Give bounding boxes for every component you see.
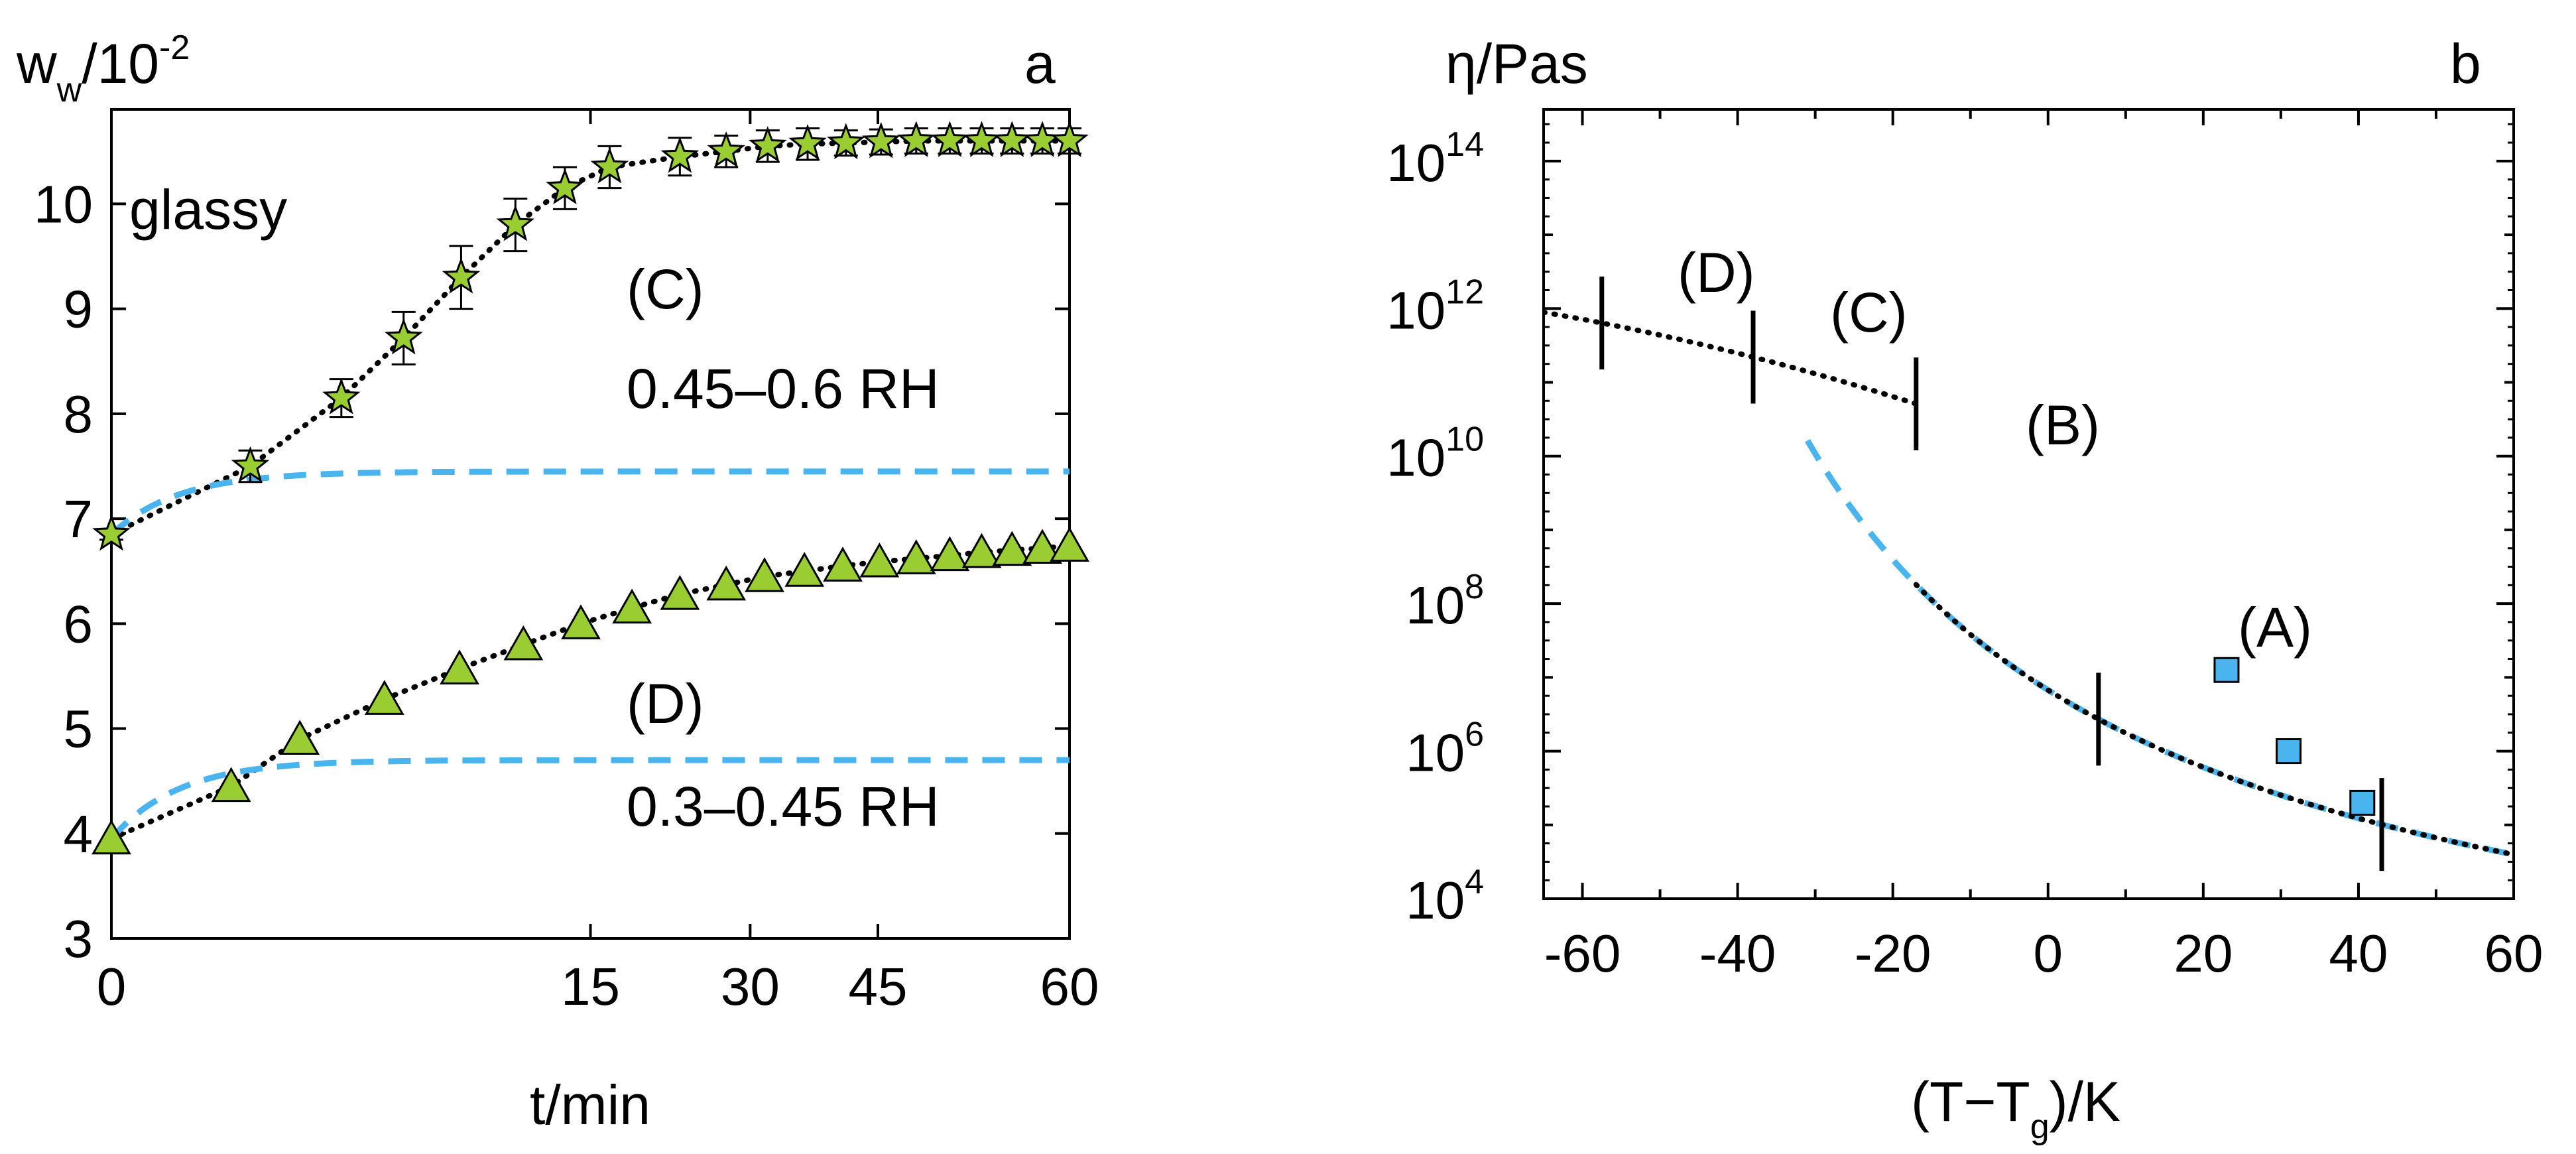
a-star-marker (660, 136, 700, 173)
a-triangle-marker (561, 604, 601, 639)
a-star-marker (442, 257, 481, 294)
a-ytick-label: 9 (64, 280, 93, 339)
panel-b-frame (1542, 108, 2515, 900)
b-xtick-label: 20 (2174, 924, 2233, 983)
b-ytick-label: 1014 (1386, 125, 1484, 192)
panel-b-ylabel: η/Pas (1445, 32, 1588, 95)
a-star-marker (827, 123, 865, 160)
a-xtick-label: 0 (97, 957, 127, 1016)
b-xtick-label: -40 (1699, 924, 1776, 983)
a-triangle-marker (364, 680, 404, 715)
a-star-marker (92, 514, 131, 551)
a-triangle-marker (211, 767, 251, 802)
b-xtick-label: 0 (2034, 924, 2063, 983)
a-triangle-marker (503, 625, 544, 661)
a-ytick-label: 3 (64, 909, 93, 968)
a-star-marker (496, 204, 535, 241)
a-triangle-marker (1050, 527, 1089, 562)
panel-a-ylabel: ww/10-2 (16, 29, 190, 109)
a-triangle-marker (784, 552, 825, 587)
a-triangle-marker (1022, 529, 1062, 564)
a-triangle-marker (992, 531, 1032, 566)
annotation-d-range: 0.3–0.45 RH (627, 775, 940, 838)
b-ytick-label: 1012 (1386, 273, 1484, 340)
a-xtick-label: 45 (849, 957, 908, 1016)
panel-b-xlabel: (T−Tg)/K (1911, 1070, 2120, 1146)
a-xtick-label: 30 (721, 957, 780, 1016)
a-ytick-label: 8 (64, 385, 93, 444)
a-star-marker (231, 446, 270, 483)
b-ytick-label: 104 (1406, 863, 1484, 930)
b-model-dotted-rubbery (1913, 582, 2514, 858)
a-initial-d-dashed (111, 757, 1070, 841)
a-triangle-marker (612, 588, 652, 624)
annotation-b-c: (C) (1830, 281, 1908, 344)
annotation-glassy: glassy (129, 178, 287, 241)
panel-a-fit-lines (111, 138, 1070, 842)
b-square-marker (2349, 789, 2376, 816)
annotation-b-a: (A) (2238, 596, 2312, 659)
a-star-marker (322, 377, 361, 415)
a-triangle-marker (92, 819, 131, 855)
annotation-c-range: 0.45–0.6 RH (627, 357, 940, 420)
a-star-marker (384, 318, 423, 355)
panel-b-segment-markers (1599, 277, 2384, 871)
a-ytick-label: 7 (64, 489, 93, 548)
b-square-marker (2276, 738, 2302, 765)
a-star-marker (1050, 121, 1089, 157)
a-ytick-label: 5 (64, 700, 93, 759)
a-star-marker (546, 168, 584, 205)
a-star-marker (590, 147, 629, 184)
panel-a-label: a (1024, 32, 1056, 95)
b-model-dotted-glassy (1544, 309, 1919, 407)
b-xtick-label: -60 (1544, 924, 1621, 983)
b-xtick-label: 60 (2484, 924, 2544, 983)
a-triangle-marker (745, 557, 784, 592)
panel-b-curves (1544, 309, 2514, 858)
a-xtick-label: 60 (1040, 957, 1099, 1016)
annotation-d: (D) (627, 673, 704, 735)
panel-a-markers (92, 121, 1089, 855)
a-triangle-marker (706, 565, 747, 601)
b-ytick-label: 1010 (1386, 420, 1484, 487)
a-triangle-marker (896, 539, 936, 574)
b-ytick-label: 106 (1406, 716, 1484, 783)
a-triangle-marker (961, 533, 1002, 568)
panel-b: η/Pas b 104 106 108 1010 1012 1014 -60 -40 -20 0 2… (1386, 32, 2543, 1146)
a-triangle-marker (823, 546, 863, 582)
panel-b-axes: 104 106 108 1010 1012 1014 -60 -40 -20 0 20 40 60 (1386, 109, 2543, 983)
a-star-marker (930, 121, 969, 157)
a-triangle-marker (660, 574, 700, 610)
b-xtick-label: 40 (2329, 924, 2388, 983)
a-initial-c-dashed (111, 468, 1070, 537)
panel-b-label: b (2450, 32, 2481, 95)
a-star-marker (788, 123, 827, 160)
b-square-marker (2213, 657, 2240, 683)
b-wlf-dashed-curve (1805, 438, 2514, 858)
a-star-marker (897, 121, 936, 157)
a-star-marker (707, 131, 745, 168)
annotation-b-b: (B) (2026, 394, 2100, 456)
a-triangle-marker (280, 720, 320, 755)
a-star-marker (749, 126, 787, 162)
a-ytick-label: 10 (34, 174, 93, 233)
annotation-b-d: (D) (1678, 241, 1755, 304)
a-ytick-label: 6 (64, 594, 93, 653)
annotation-c: (C) (627, 258, 704, 320)
b-ytick-label: 108 (1406, 568, 1484, 635)
a-fit-c-dotted (111, 138, 1070, 537)
b-xtick-label: -20 (1855, 924, 1932, 983)
panel-a-xlabel: t/min (530, 1074, 650, 1136)
a-xtick-label: 15 (561, 957, 620, 1016)
a-star-marker (862, 121, 900, 159)
a-triangle-marker (859, 542, 900, 578)
a-triangle-marker (930, 536, 970, 572)
panel-b-markers (2213, 657, 2376, 816)
a-triangle-marker (440, 649, 479, 684)
a-ytick-label: 4 (64, 804, 93, 864)
